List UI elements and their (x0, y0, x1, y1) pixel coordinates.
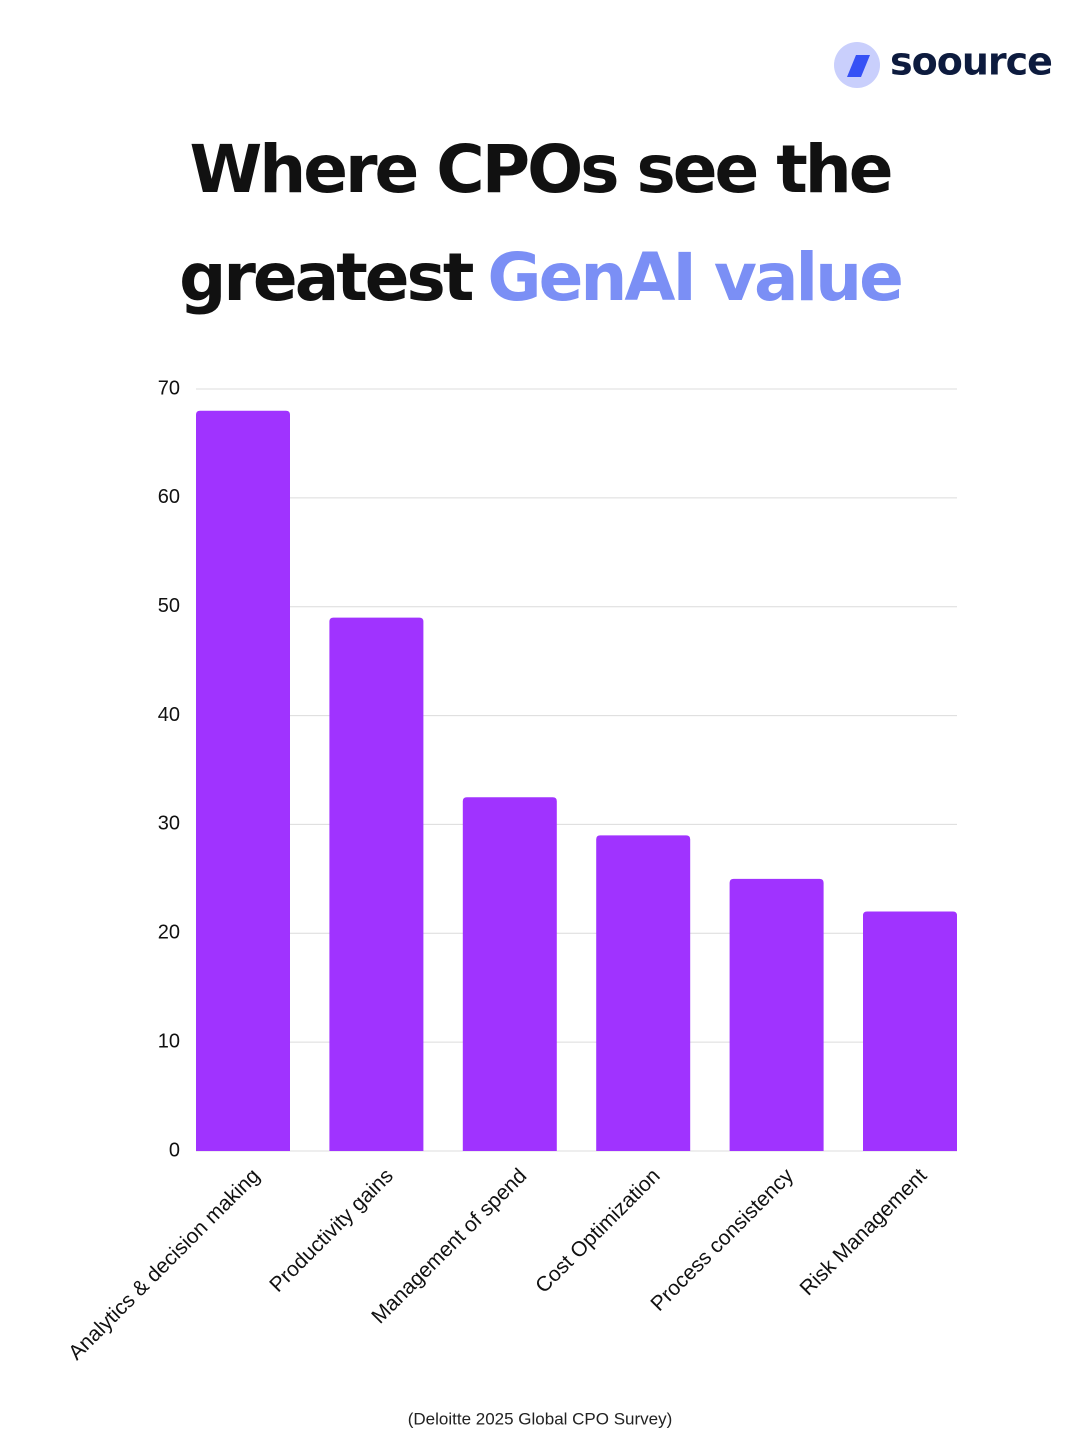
source-note: (Deloitte 2025 Global CPO Survey) (408, 1409, 673, 1428)
title-highlight: GenAI value (487, 239, 901, 316)
x-tick-label: Process consistency (646, 1164, 798, 1316)
bar (863, 911, 957, 1151)
y-tick-label: 40 (158, 704, 180, 726)
y-tick-label: 70 (158, 377, 180, 399)
x-tick-label: Productivity gains (265, 1164, 398, 1297)
y-tick-label: 60 (158, 486, 180, 508)
x-tick-label: Risk Management (796, 1164, 932, 1300)
y-tick-label: 20 (158, 922, 180, 944)
chart-title: Where CPOs see the (189, 131, 890, 208)
y-tick-label: 30 (158, 813, 180, 835)
bar (329, 617, 424, 1151)
brand-name: soource (890, 40, 1052, 84)
bar (596, 835, 691, 1151)
bar (462, 797, 557, 1151)
x-tick-label: Analytics & decision making (64, 1164, 264, 1364)
x-tick-label: Cost Optimization (531, 1164, 664, 1297)
chart-title: greatest GenAI value (179, 239, 901, 316)
y-tick-label: 10 (158, 1030, 180, 1052)
bar (729, 878, 824, 1151)
x-tick-label: Management of spend (367, 1164, 531, 1328)
brand-logo: soource (834, 40, 1053, 88)
title-text: greatest (179, 239, 474, 316)
y-tick-label: 0 (169, 1139, 180, 1161)
y-tick-label: 50 (158, 595, 180, 617)
bar (196, 410, 290, 1151)
logo-mark (847, 55, 870, 77)
